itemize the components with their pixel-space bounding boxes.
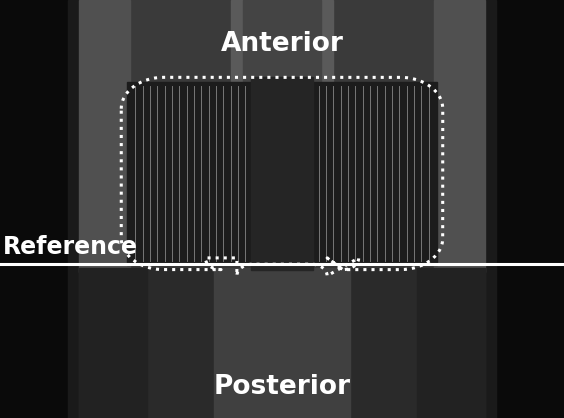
Text: Reference: Reference — [3, 234, 138, 259]
Polygon shape — [68, 0, 124, 418]
Bar — [417, 268, 485, 418]
Text: Posterior: Posterior — [214, 374, 350, 400]
Text: Anterior: Anterior — [221, 31, 343, 57]
Bar — [231, 0, 333, 251]
Bar — [243, 0, 321, 242]
Bar — [0, 0, 68, 418]
Polygon shape — [440, 0, 496, 418]
Bar — [214, 268, 350, 418]
Bar — [79, 268, 147, 418]
Bar — [79, 268, 485, 418]
Bar — [79, 0, 485, 418]
Bar — [434, 0, 485, 272]
Bar — [127, 82, 437, 265]
Bar — [496, 0, 564, 418]
Bar — [251, 77, 313, 270]
Bar — [79, 0, 130, 272]
